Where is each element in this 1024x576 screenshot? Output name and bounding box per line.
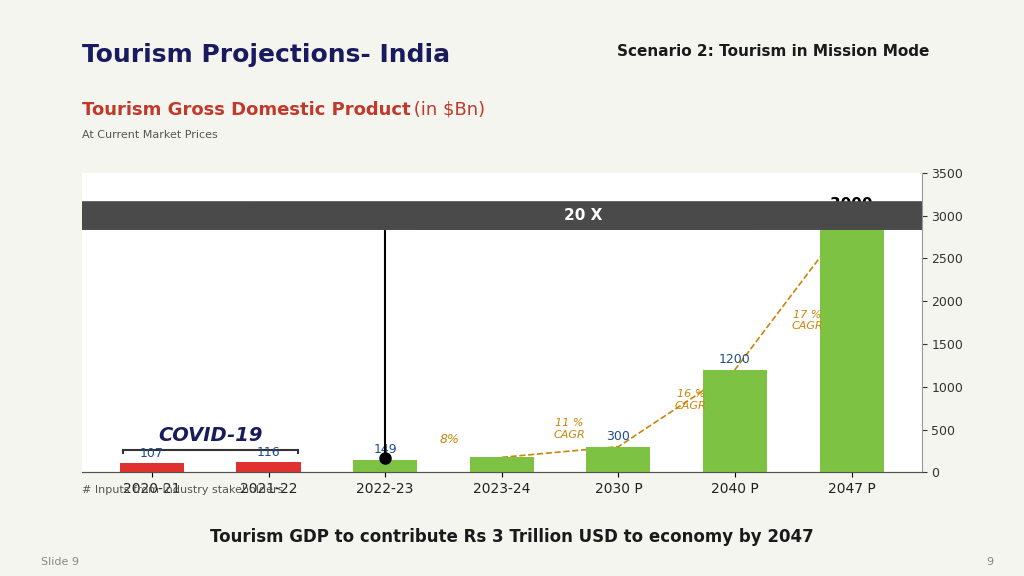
Text: 11 %
CAGR: 11 % CAGR xyxy=(554,418,586,440)
Text: Tourism Projections- India: Tourism Projections- India xyxy=(82,43,450,67)
Text: (in $Bn): (in $Bn) xyxy=(408,101,484,119)
Text: At Current Market Prices: At Current Market Prices xyxy=(82,130,218,139)
Circle shape xyxy=(0,202,1024,229)
Text: 9: 9 xyxy=(986,558,993,567)
Text: 20 X: 20 X xyxy=(564,208,602,223)
Bar xyxy=(470,457,534,472)
Text: 116: 116 xyxy=(257,446,281,459)
Text: # Inputs from Industry stakeholders: # Inputs from Industry stakeholders xyxy=(82,485,284,495)
Text: 107: 107 xyxy=(140,447,164,460)
Text: Scenario 2: Tourism in Mission Mode: Scenario 2: Tourism in Mission Mode xyxy=(616,44,930,59)
Text: Slide 9: Slide 9 xyxy=(41,558,79,567)
Bar xyxy=(587,446,650,472)
Text: Tourism Gross Domestic Product: Tourism Gross Domestic Product xyxy=(82,101,411,119)
Bar xyxy=(702,370,767,472)
Text: Tourism GDP to contribute Rs 3 Trillion USD to economy by 2047: Tourism GDP to contribute Rs 3 Trillion … xyxy=(210,528,814,546)
Text: 17 %
CAGR: 17 % CAGR xyxy=(792,309,823,331)
Text: COVID-19: COVID-19 xyxy=(158,426,262,445)
Bar xyxy=(120,463,184,472)
Bar xyxy=(353,460,417,472)
Text: 1200: 1200 xyxy=(719,353,751,366)
Text: 3000: 3000 xyxy=(830,197,872,212)
Text: 16 %
CAGR: 16 % CAGR xyxy=(675,389,707,411)
Text: 300: 300 xyxy=(606,430,631,443)
Text: 8%: 8% xyxy=(439,433,459,446)
Text: 149: 149 xyxy=(374,443,397,456)
Bar xyxy=(237,463,301,472)
Bar xyxy=(819,215,884,472)
